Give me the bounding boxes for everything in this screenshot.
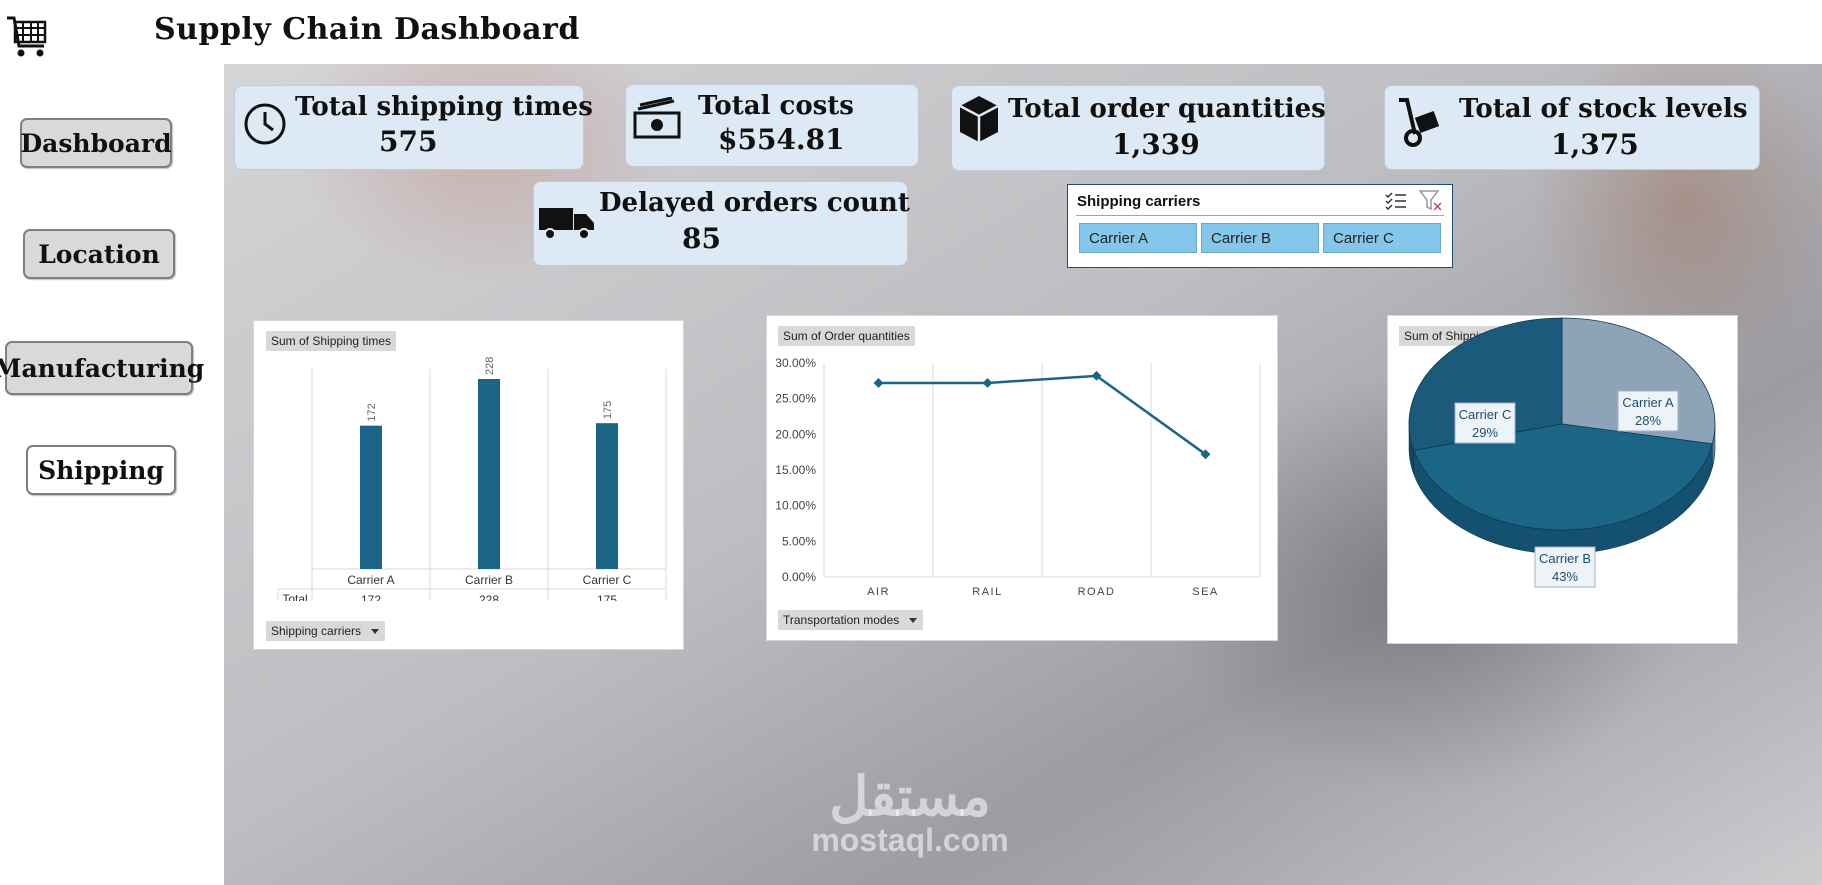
data-label-percent: 29% [1472, 425, 1498, 440]
y-tick-label: 30.00% [775, 356, 816, 370]
data-label-box [1617, 390, 1679, 432]
bar [360, 425, 382, 569]
x-tick-label: Carrier C [583, 573, 632, 587]
data-point [873, 378, 884, 388]
table-row-label: Total [282, 592, 307, 601]
kpi-value: $554.81 [718, 123, 845, 156]
x-tick-label: ROAD [1078, 586, 1116, 598]
order-quantities-chart-panel: Sum of Order quantities 0.00% 5.00% 10.00%… [766, 315, 1278, 641]
pie-slice [1413, 423, 1713, 531]
filter-label: Shipping carriers [271, 624, 362, 638]
bar [596, 423, 618, 569]
header: Supply Chain Dashboard [0, 0, 1822, 64]
kpi-delayed-orders-card: Delayed orders count 85 [533, 181, 910, 266]
slicer-title: Shipping carriers [1077, 193, 1201, 210]
transportation-modes-filter-button[interactable]: Transportation modes [778, 610, 924, 630]
page-title: Supply Chain Dashboard [154, 12, 580, 47]
pie-chart: Carrier A 28% Carrier B 43% Carrier C 29% [1408, 317, 1716, 588]
data-label-box [1454, 402, 1516, 444]
watermark-latin: mostaql.com [811, 822, 1009, 858]
sidebar: Dashboard Location Manufacturing Shippin… [0, 74, 224, 885]
kpi-shipping-times-card: Total shipping times 575 [234, 85, 593, 170]
slicer-item-carrier-b[interactable]: Carrier B [1201, 223, 1319, 253]
multi-select-icon[interactable] [1385, 191, 1407, 211]
box-icon [959, 96, 999, 142]
nav-shipping-button[interactable]: Shipping [26, 445, 176, 495]
chart-title-button[interactable]: Sum of Shipping times [266, 331, 397, 351]
x-tick-label: RAIL [972, 586, 1002, 598]
x-tick-label: AIR [867, 586, 890, 598]
watermark: مستقل mostaql.com [800, 767, 1020, 859]
nav-location-button[interactable]: Location [23, 229, 175, 279]
table-cell: 175 [597, 593, 617, 601]
chevron-down-icon [909, 618, 918, 623]
kpi-label: Total of stock levels [1459, 94, 1748, 124]
clear-filter-icon[interactable] [1419, 190, 1443, 212]
kpi-label: Total order quantities [1008, 94, 1326, 124]
data-label: 175 [602, 401, 614, 419]
pie-slice [1408, 317, 1563, 451]
cart-icon [7, 16, 47, 57]
data-label-percent: 43% [1552, 569, 1578, 584]
y-tick-label: 20.00% [775, 427, 816, 441]
slicer-item-carrier-a[interactable]: Carrier A [1079, 223, 1197, 253]
y-tick-label: 0.00% [782, 570, 816, 584]
clock-icon [244, 103, 286, 145]
bar [478, 379, 500, 569]
filter-label: Transportation modes [783, 613, 900, 627]
nav-manufacturing-button[interactable]: Manufacturing [0, 341, 204, 395]
kpi-costs-card: Total costs $554.81 [625, 84, 919, 167]
table-cell: 228 [479, 593, 499, 601]
x-tick-label: Carrier A [347, 573, 394, 587]
y-tick-label: 25.00% [775, 392, 816, 406]
chart-title-button[interactable]: Sum of Order quantities [778, 326, 915, 346]
truck-icon [539, 208, 594, 240]
slicer-item-carrier-c[interactable]: Carrier C [1323, 223, 1441, 253]
kpi-label: Total costs [698, 91, 854, 121]
y-tick-label: 15.00% [775, 463, 816, 477]
kpi-value: 85 [682, 222, 721, 255]
kpi-stock-levels-card: Total of stock levels 1,375 [1384, 85, 1760, 170]
data-point [1091, 370, 1102, 381]
data-label-box [1534, 546, 1596, 588]
shipping-carriers-filter-button[interactable]: Shipping carriers [266, 621, 386, 641]
data-point [1200, 449, 1211, 460]
data-label-category: Carrier A [1622, 395, 1674, 410]
nav-dashboard-button[interactable]: Dashboard [20, 118, 172, 168]
shipping-times-chart-panel: Sum of Shipping times Total 172 Carrier A 1… [253, 320, 684, 650]
kpi-value: 575 [379, 125, 438, 158]
series-line [878, 374, 1207, 456]
money-icon [633, 97, 681, 139]
line-chart: 0.00% 5.00% 10.00% 15.00% 20.00% 25.00% 30.00%… [775, 356, 1261, 598]
shipping-carriers-slicer: Shipping carriers Carrier A Carrier B Ca… [1067, 184, 1453, 268]
watermark-arabic: مستقل [829, 767, 991, 827]
x-tick-label: SEA [1192, 586, 1219, 598]
y-tick-label: 10.00% [775, 499, 816, 513]
table-cell: 172 [361, 593, 381, 601]
kpi-value: 1,375 [1551, 128, 1639, 161]
kpi-label: Delayed orders count [599, 188, 910, 218]
slicer-divider [1076, 215, 1444, 216]
kpi-order-quantities-card: Total order quantities 1,339 [951, 85, 1326, 171]
data-label: 172 [366, 403, 378, 421]
shipping-costs-chart-panel: Sum of Shipping costs Carrier A 28% Carrie… [1387, 315, 1738, 644]
x-tick-label: Carrier B [465, 573, 513, 587]
bar-chart: Total 172 Carrier A 172 228 Carrier B 228 175 Ca… [277, 357, 667, 601]
y-tick-label: 5.00% [782, 534, 816, 548]
data-label: 228 [484, 357, 496, 375]
data-label-category: Carrier B [1539, 551, 1591, 566]
data-label-percent: 28% [1635, 413, 1661, 428]
kpi-label: Total shipping times [295, 92, 593, 122]
chevron-down-icon [371, 629, 380, 634]
hand-truck-icon [1399, 98, 1440, 147]
data-point [982, 378, 993, 388]
data-label-category: Carrier C [1459, 407, 1512, 422]
kpi-value: 1,339 [1112, 128, 1200, 161]
